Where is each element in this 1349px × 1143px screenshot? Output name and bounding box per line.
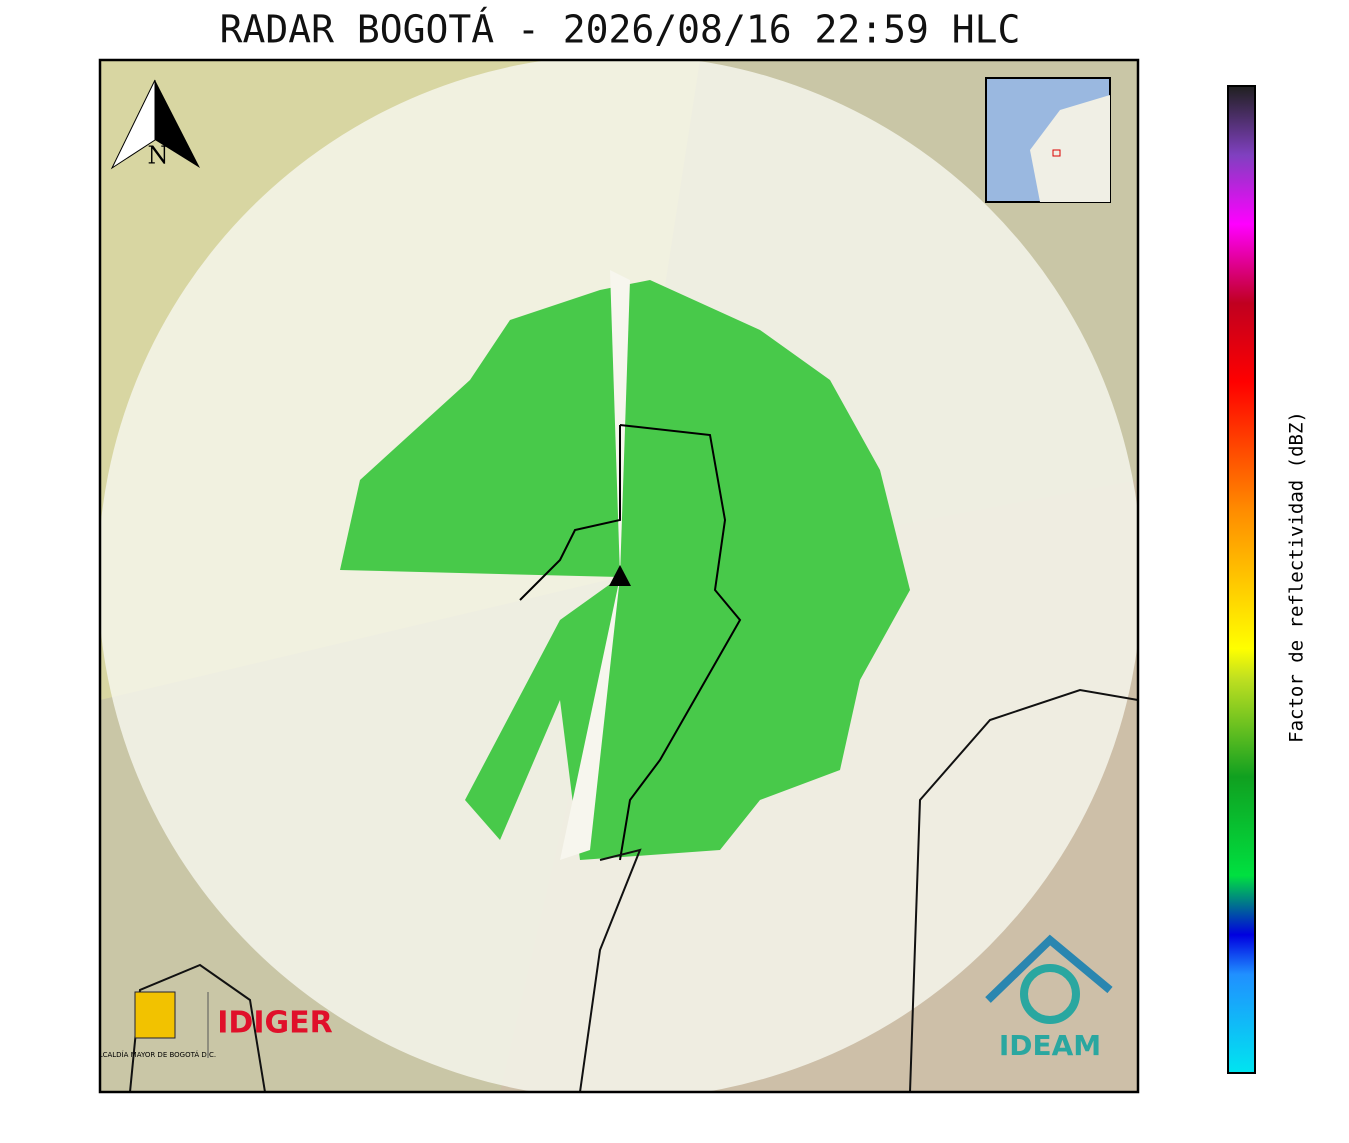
colorbar-label: Factor de reflectividad (dBZ) (1286, 411, 1308, 743)
ideam-roof (985, 934, 1113, 1003)
idiger-logo: IDIGER (217, 1006, 332, 1041)
north-arrow (155, 80, 200, 168)
radar-gap (610, 270, 630, 577)
inset-land (1030, 95, 1110, 202)
map: N ALCALDÍA MAYOR DE BOGOTÁ D.C. IDIGER I… (94, 60, 1138, 1092)
alcaldia-shield (134, 991, 176, 1039)
north-label: N (148, 142, 169, 170)
radar-gap (560, 577, 620, 860)
map-frame (98, 58, 1140, 1094)
radar-echo (340, 280, 910, 860)
ideam-logo: IDEAM (999, 1029, 1101, 1062)
alcaldia-text: ALCALDÍA MAYOR DE BOGOTÁ D.C. (94, 1050, 216, 1059)
radar-site (609, 565, 631, 586)
colorbar (1227, 85, 1256, 1074)
ideam-swirl (1020, 964, 1080, 1024)
inset-marker (1052, 149, 1061, 157)
boundary (519, 424, 742, 861)
title: RADAR BOGOTÁ - 2026/08/16 22:59 HLC (220, 8, 1021, 52)
